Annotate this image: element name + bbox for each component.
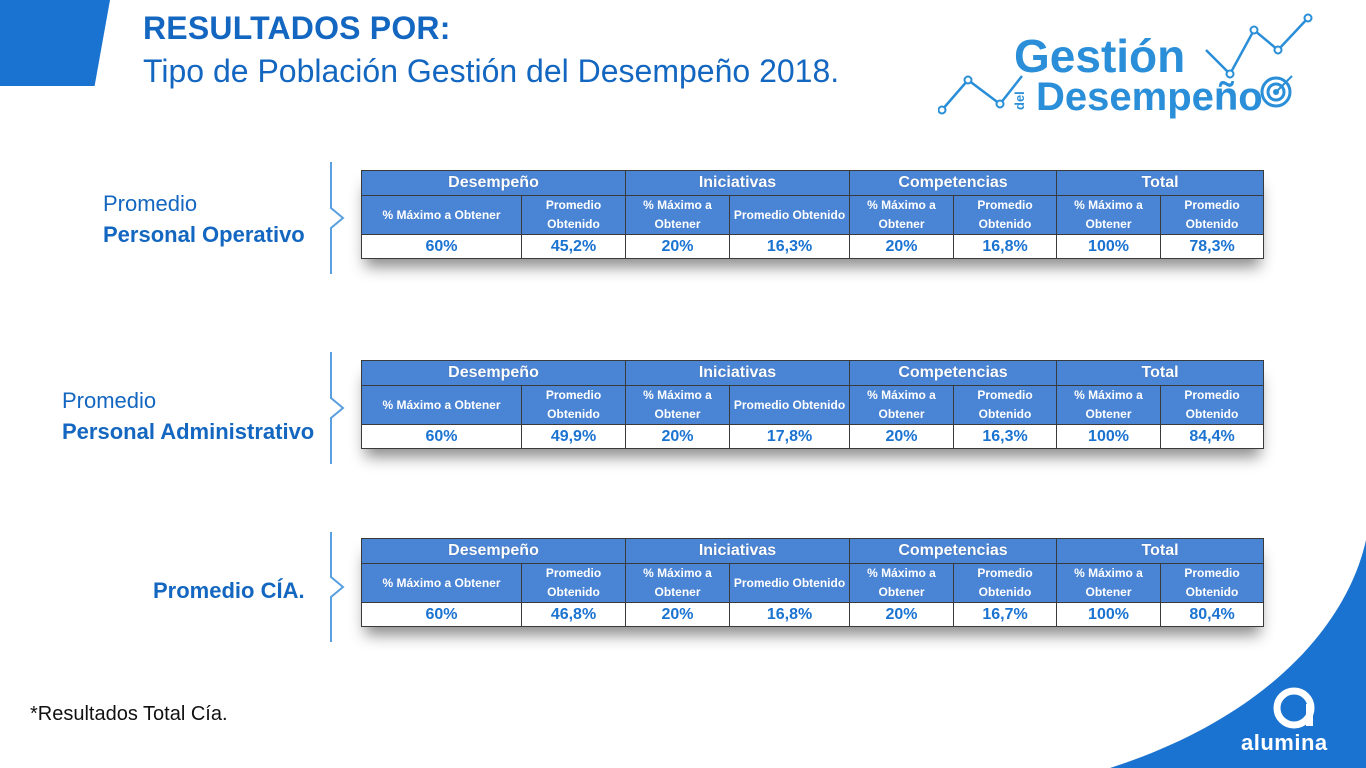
corner-decoration-bottom-right	[1110, 540, 1366, 768]
table-cell: 16,8%	[729, 602, 851, 627]
results-table-cia: Desempeño Iniciativas Competencias Total…	[360, 538, 1265, 627]
group-header: Desempeño	[360, 360, 627, 386]
table-cell: 16,7%	[953, 602, 1058, 627]
section-label-line1: Promedio	[103, 191, 198, 216]
results-table-operativo: Desempeño Iniciativas Competencias Total…	[360, 170, 1265, 259]
sub-header: % Máximo a Obtener	[625, 563, 731, 603]
table-cell: 78,3%	[1160, 234, 1265, 259]
group-header: Total	[1056, 538, 1265, 564]
section-label-administrativo: Promedio Personal Administrativo	[62, 385, 314, 447]
group-header: Total	[1056, 170, 1265, 196]
table-cell: 16,8%	[953, 234, 1058, 259]
table-cell: 17,8%	[729, 424, 851, 449]
corner-decoration-top-left	[0, 0, 110, 86]
group-header: Competencias	[849, 538, 1058, 564]
page-title: RESULTADOS POR:	[143, 10, 451, 46]
sub-header: Promedio Obtenido	[953, 195, 1058, 235]
table-cell: 20%	[625, 424, 731, 449]
table-cell: 16,3%	[953, 424, 1058, 449]
sub-header: Promedio Obtenido	[520, 385, 627, 425]
table-cell: 46,8%	[520, 602, 627, 627]
group-header: Desempeño	[360, 170, 627, 196]
bracket-icon	[330, 352, 345, 464]
sub-header: % Máximo a Obtener	[1056, 195, 1162, 235]
table-cell: 100%	[1056, 602, 1162, 627]
table-cell: 100%	[1056, 234, 1162, 259]
sub-header: % Máximo a Obtener	[361, 195, 522, 235]
section-label-line1: Promedio	[62, 388, 157, 413]
brand-name: alumina	[1241, 730, 1328, 755]
section-label-line2: Personal Operativo	[103, 222, 305, 247]
sub-header: % Máximo a Obtener	[361, 563, 522, 603]
sub-header: % Máximo a Obtener	[1056, 385, 1162, 425]
sub-header: % Máximo a Obtener	[625, 195, 731, 235]
table-cell: 20%	[849, 602, 955, 627]
group-header: Desempeño	[360, 538, 627, 564]
sub-header: Promedio Obtenido	[520, 195, 627, 235]
table-cell: 49,9%	[520, 424, 627, 449]
sub-header: Promedio Obtenido	[729, 563, 851, 603]
table-cell: 60%	[361, 424, 522, 449]
group-header: Iniciativas	[625, 538, 851, 564]
sub-header: Promedio Obtenido	[729, 385, 851, 425]
section-label-operativo: Promedio Personal Operativo	[103, 188, 305, 250]
group-header: Competencias	[849, 360, 1058, 386]
target-icon	[1260, 75, 1293, 108]
page-subtitle: Tipo de Población Gestión del Desempeño …	[143, 53, 840, 89]
section-label-cia: Promedio CÍA.	[153, 575, 305, 606]
group-header: Iniciativas	[625, 170, 851, 196]
table-row: 60% 49,9% 20% 17,8% 20% 16,3% 100% 84,4%	[361, 424, 1265, 449]
logo-side: del	[1012, 91, 1027, 110]
results-table-administrativo: Desempeño Iniciativas Competencias Total…	[360, 360, 1265, 449]
table-cell: 20%	[625, 234, 731, 259]
table-cell: 20%	[849, 234, 955, 259]
sub-header: % Máximo a Obtener	[849, 385, 955, 425]
sub-header: Promedio Obtenido	[1160, 385, 1265, 425]
logo-line2: Desempeño	[1036, 75, 1263, 119]
table-cell: 20%	[849, 424, 955, 449]
sub-header: % Máximo a Obtener	[849, 563, 955, 603]
bracket-icon	[330, 532, 345, 642]
group-header: Total	[1056, 360, 1265, 386]
section-label-line2: Promedio CÍA.	[153, 578, 305, 603]
sub-header: % Máximo a Obtener	[849, 195, 955, 235]
table-row: 60% 46,8% 20% 16,8% 20% 16,7% 100% 80,4%	[361, 602, 1265, 627]
table-cell: 16,3%	[729, 234, 851, 259]
table-cell: 80,4%	[1160, 602, 1265, 627]
gestion-desempeno-logo: Gestión Desempeño del	[938, 13, 1313, 119]
bracket-icon	[330, 162, 345, 274]
sub-header: Promedio Obtenido	[953, 385, 1058, 425]
table-cell: 84,4%	[1160, 424, 1265, 449]
sub-header: Promedio Obtenido	[1160, 195, 1265, 235]
sub-header: Promedio Obtenido	[729, 195, 851, 235]
group-header: Competencias	[849, 170, 1058, 196]
alumina-a-icon	[1273, 687, 1315, 729]
table-cell: 60%	[361, 234, 522, 259]
sub-header: % Máximo a Obtener	[1056, 563, 1162, 603]
table-cell: 100%	[1056, 424, 1162, 449]
sub-header: % Máximo a Obtener	[625, 385, 731, 425]
logo-line1: Gestión	[1014, 30, 1185, 82]
section-label-line2: Personal Administrativo	[62, 419, 315, 444]
sub-header: Promedio Obtenido	[520, 563, 627, 603]
sub-header: % Máximo a Obtener	[361, 385, 522, 425]
table-cell: 20%	[625, 602, 731, 627]
footnote: *Resultados Total Cía.	[30, 703, 228, 725]
table-cell: 45,2%	[520, 234, 627, 259]
table-row: 60% 45,2% 20% 16,3% 20% 16,8% 100% 78,3%	[361, 234, 1265, 259]
table-cell: 60%	[361, 602, 522, 627]
sub-header: Promedio Obtenido	[953, 563, 1058, 603]
group-header: Iniciativas	[625, 360, 851, 386]
